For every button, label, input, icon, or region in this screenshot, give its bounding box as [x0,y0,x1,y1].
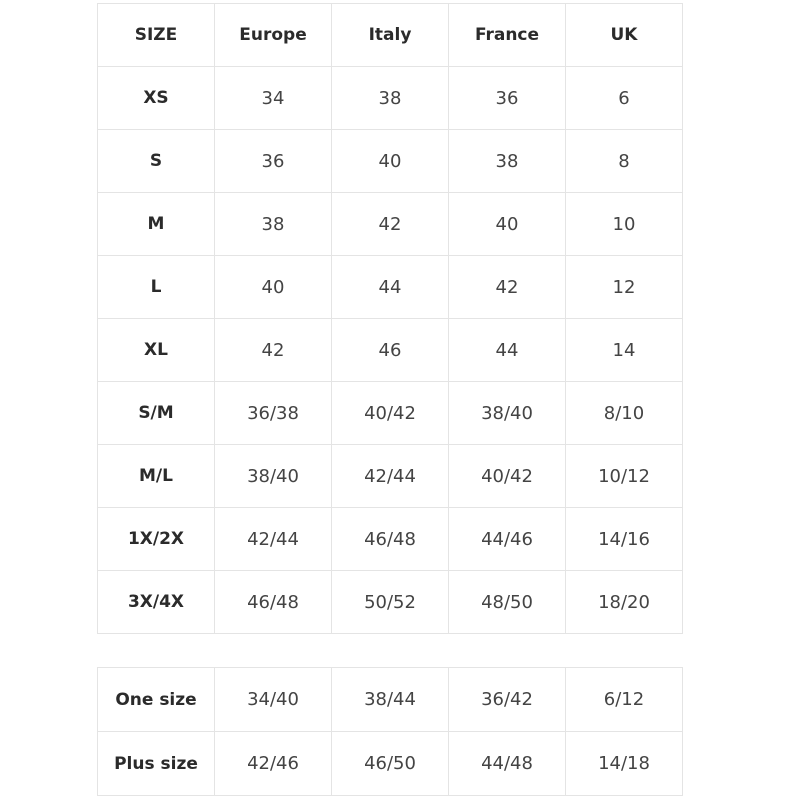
size-value: 42 [448,255,566,319]
size-value: 12 [565,255,683,319]
size-label: M/L [97,444,215,508]
size-value: 48/50 [448,570,566,634]
size-value: 38/44 [331,667,449,732]
table-row: Plus size 42/46 46/50 44/48 14/18 [97,731,683,796]
size-value: 36 [214,129,332,193]
table-row: 3X/4X 46/48 50/52 48/50 18/20 [97,570,683,634]
size-label: XS [97,66,215,130]
size-value: 40/42 [331,381,449,445]
size-value: 40/42 [448,444,566,508]
size-value: 44 [448,318,566,382]
size-value: 6 [565,66,683,130]
table-row: M 38 42 40 10 [97,192,683,256]
size-value: 34/40 [214,667,332,732]
size-label: One size [97,667,215,732]
size-value: 38/40 [214,444,332,508]
column-header: Europe [214,3,332,67]
size-value: 46 [331,318,449,382]
size-value: 40 [331,129,449,193]
size-value: 38 [214,192,332,256]
size-value: 14 [565,318,683,382]
size-value: 42/46 [214,731,332,796]
size-value: 50/52 [331,570,449,634]
size-value: 44/48 [448,731,566,796]
size-value: 34 [214,66,332,130]
size-value: 8 [565,129,683,193]
size-value: 42/44 [331,444,449,508]
table-row: XS 34 38 36 6 [97,66,683,130]
special-size-table: One size 34/40 38/44 36/42 6/12 Plus size 42/4… [97,667,683,796]
size-label: S [97,129,215,193]
size-value: 6/12 [565,667,683,732]
size-value: 36/42 [448,667,566,732]
size-value: 10/12 [565,444,683,508]
size-value: 44 [331,255,449,319]
size-value: 36/38 [214,381,332,445]
size-value: 44/46 [448,507,566,571]
column-header: UK [565,3,683,67]
size-value: 38 [448,129,566,193]
size-value: 14/18 [565,731,683,796]
size-label: XL [97,318,215,382]
table-row: S 36 40 38 8 [97,129,683,193]
size-value: 42/44 [214,507,332,571]
size-value: 36 [448,66,566,130]
size-value: 8/10 [565,381,683,445]
size-label: S/M [97,381,215,445]
size-value: 40 [214,255,332,319]
header-row: SIZE Europe Italy France UK [97,3,683,67]
size-label: L [97,255,215,319]
table-row: S/M 36/38 40/42 38/40 8/10 [97,381,683,445]
size-value: 42 [331,192,449,256]
column-header: Italy [331,3,449,67]
column-header: France [448,3,566,67]
size-value: 38 [331,66,449,130]
table-row: 1X/2X 42/44 46/48 44/46 14/16 [97,507,683,571]
size-value: 42 [214,318,332,382]
table-row: M/L 38/40 42/44 40/42 10/12 [97,444,683,508]
table-row: L 40 44 42 12 [97,255,683,319]
table-row: One size 34/40 38/44 36/42 6/12 [97,667,683,732]
size-label: M [97,192,215,256]
size-value: 46/50 [331,731,449,796]
size-label: 1X/2X [97,507,215,571]
size-label: Plus size [97,731,215,796]
table-row: XL 42 46 44 14 [97,318,683,382]
size-chart-table: SIZE Europe Italy France UK XS 34 38 36 6 S 36 40 38 8… [97,3,683,634]
size-value: 46/48 [331,507,449,571]
size-value: 18/20 [565,570,683,634]
size-value: 40 [448,192,566,256]
size-value: 10 [565,192,683,256]
size-value: 46/48 [214,570,332,634]
column-header: SIZE [97,3,215,67]
size-value: 14/16 [565,507,683,571]
size-value: 38/40 [448,381,566,445]
size-label: 3X/4X [97,570,215,634]
